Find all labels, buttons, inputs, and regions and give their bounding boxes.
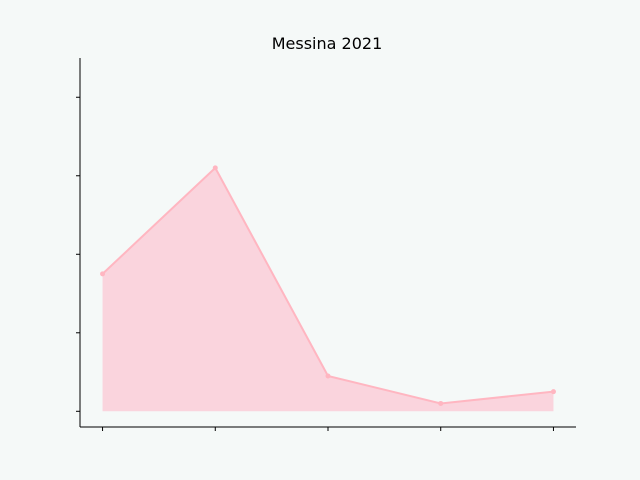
chart-title: Messina 2021: [272, 34, 383, 53]
data-point: [325, 373, 331, 379]
data-point: [212, 165, 218, 171]
area-fill: [102, 167, 554, 412]
data-point: [100, 271, 106, 277]
data-point: [550, 389, 556, 395]
data-point: [438, 400, 444, 406]
